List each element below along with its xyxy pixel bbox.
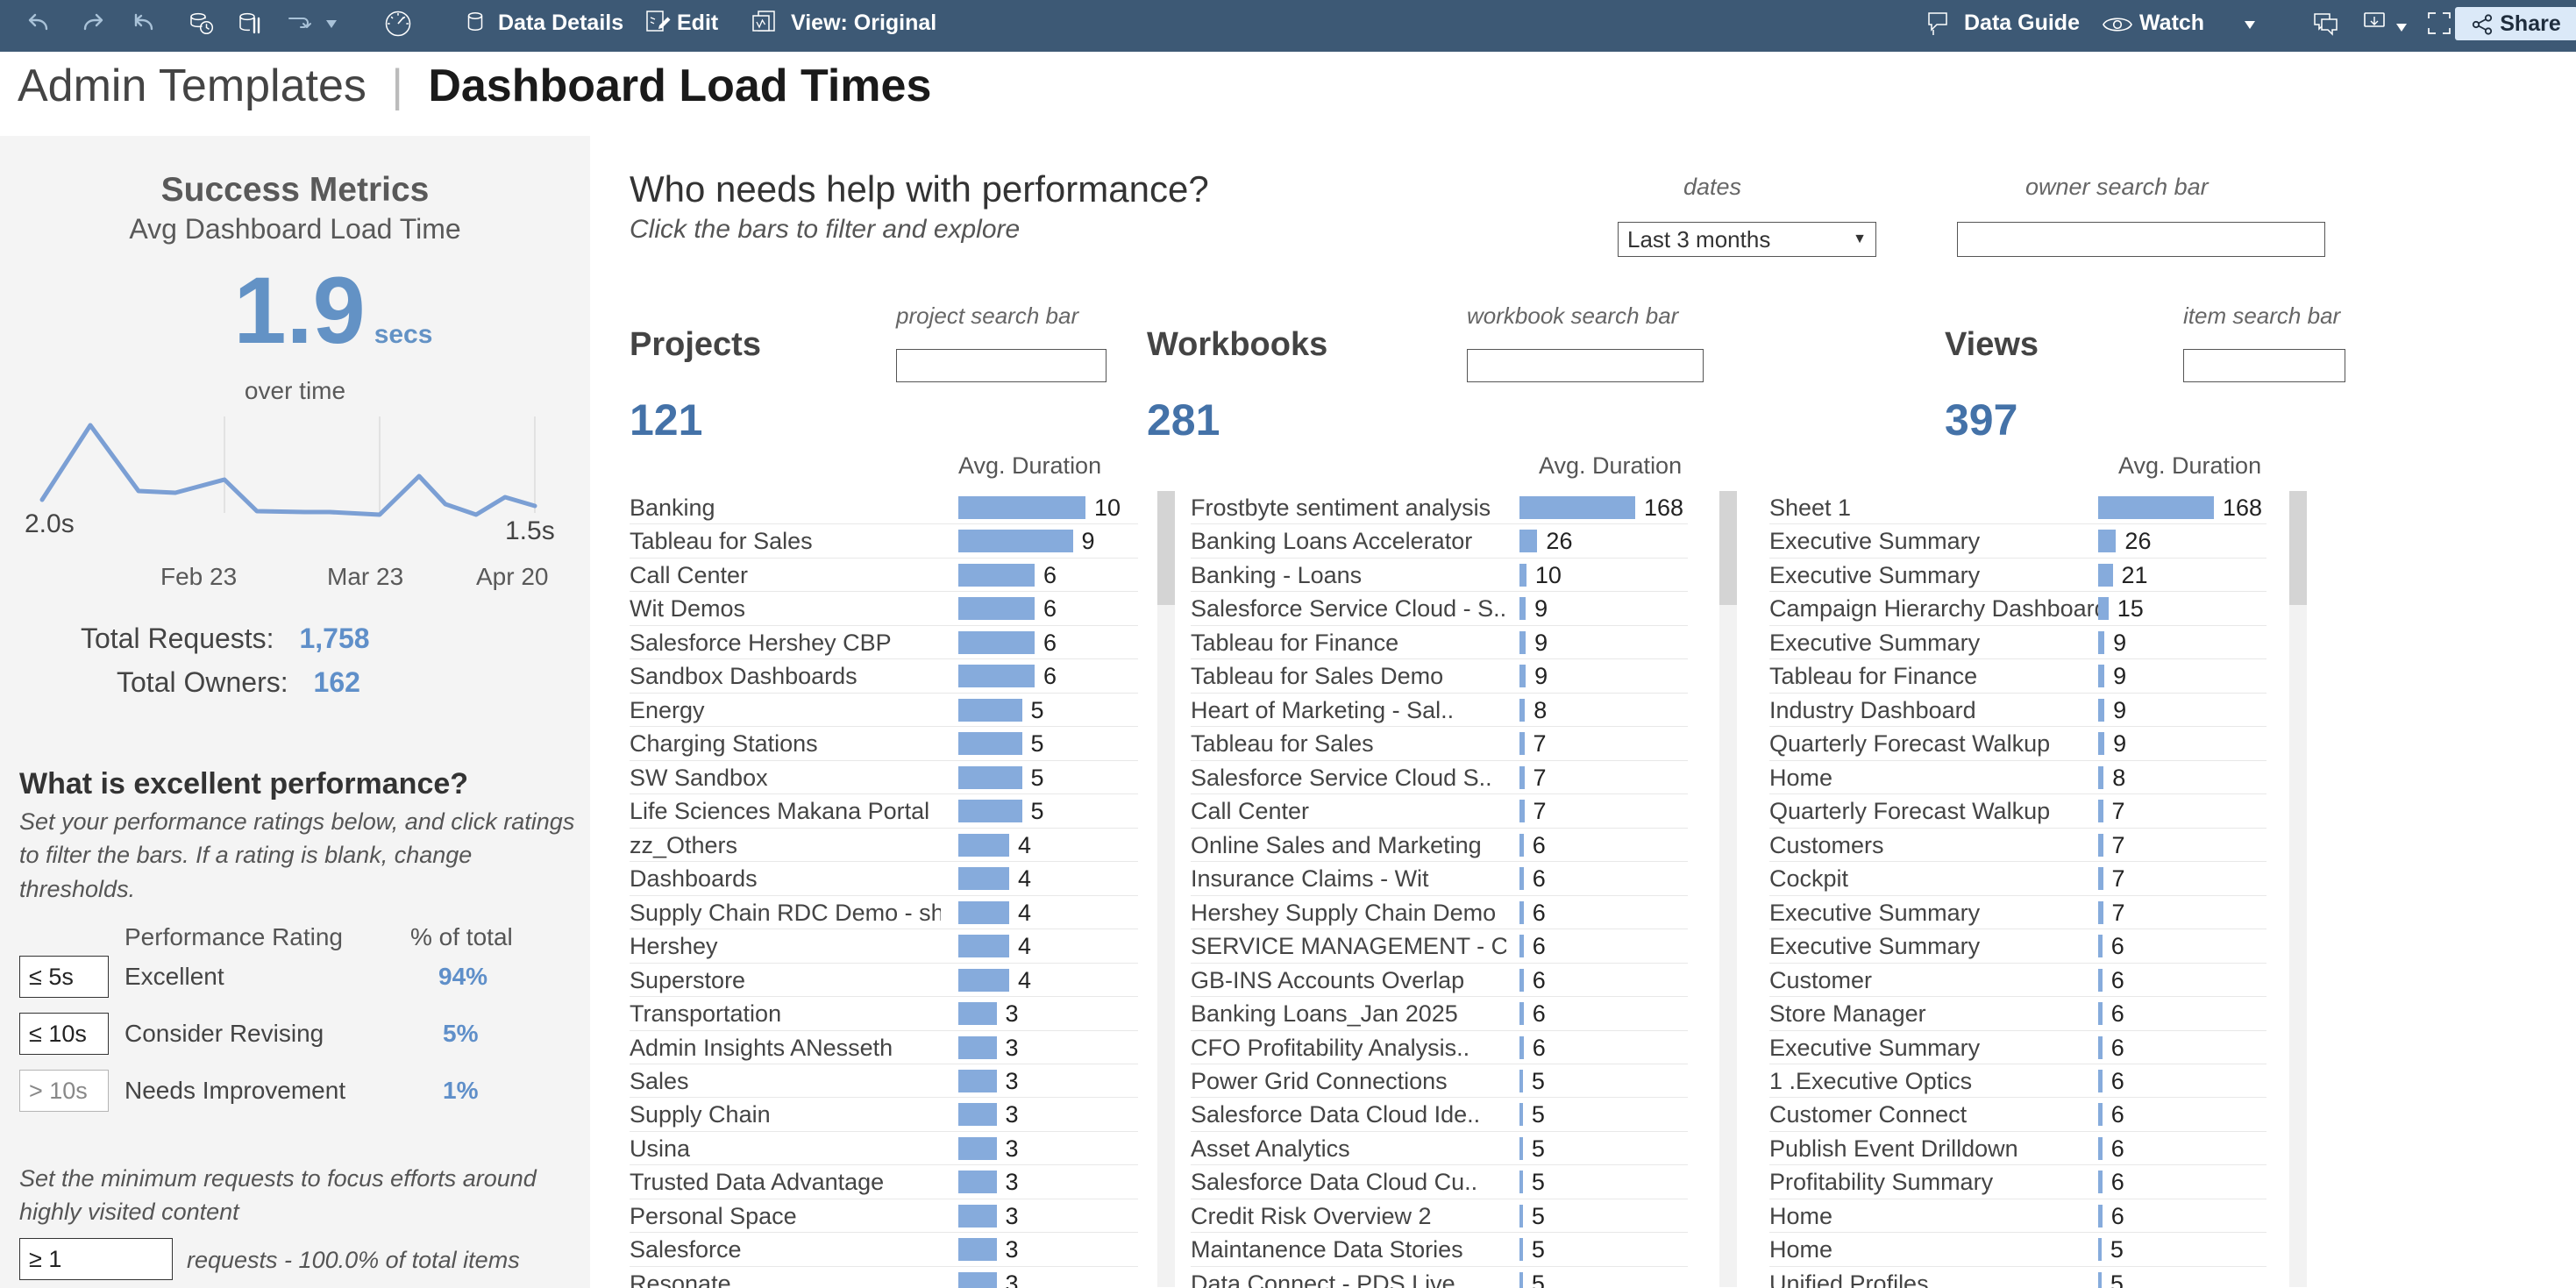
svg-text:Mar 23: Mar 23 <box>327 563 403 590</box>
svg-text:1.5s: 1.5s <box>505 516 555 545</box>
svg-text:Apr 20: Apr 20 <box>476 563 549 590</box>
svg-text:Feb 23: Feb 23 <box>160 563 237 590</box>
svg-text:2.0s: 2.0s <box>25 509 75 538</box>
